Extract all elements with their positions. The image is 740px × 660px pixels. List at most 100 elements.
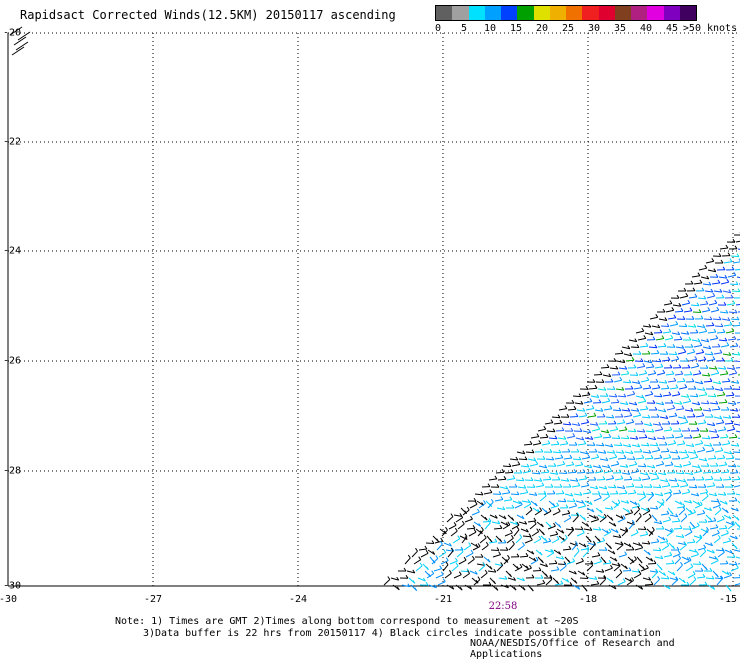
- wind-barb: [597, 480, 605, 481]
- wind-barb-flag: [441, 538, 443, 541]
- wind-barb: [603, 496, 610, 501]
- wind-barb: [677, 444, 685, 445]
- wind-barb-flag: [530, 441, 532, 444]
- wind-barb: [605, 568, 613, 571]
- y-axis-label: -24: [3, 246, 21, 257]
- wind-barb-flag: [543, 580, 545, 583]
- wind-barb-flag: [727, 342, 729, 345]
- wind-barb: [671, 486, 679, 487]
- wind-barb: [679, 387, 687, 389]
- wind-barb: [625, 513, 633, 515]
- wind-barb: [414, 560, 421, 564]
- wind-barb: [681, 517, 687, 523]
- wind-barb-flag: [446, 562, 448, 565]
- wind-barb-flag: [664, 343, 666, 346]
- wind-barb: [652, 450, 660, 452]
- wind-barb: [705, 354, 713, 355]
- wind-barb: [603, 437, 611, 438]
- wind-barb-flag: [685, 384, 687, 387]
- wind-barb-flag: [729, 538, 731, 541]
- wind-barbs: [10, 27, 740, 591]
- wind-barb-flag: [575, 503, 577, 506]
- wind-barb: [439, 553, 446, 557]
- wind-barb-flag: [577, 548, 579, 551]
- wind-barb: [712, 283, 720, 284]
- wind-barb: [613, 410, 621, 411]
- wind-barb-flag: [501, 497, 503, 500]
- wind-barb-flag: [539, 568, 541, 571]
- map-grid: [8, 33, 740, 586]
- wind-barb: [734, 485, 740, 487]
- wind-barb-flag: [723, 455, 725, 458]
- wind-barb: [543, 479, 551, 480]
- wind-barb-flag: [561, 581, 563, 584]
- wind-barb: [655, 429, 663, 431]
- wind-barb: [702, 375, 710, 376]
- wind-barb: [550, 534, 558, 536]
- wind-barb: [707, 486, 715, 487]
- wind-barb-flag: [530, 537, 532, 540]
- wind-barb-flag: [700, 280, 702, 283]
- wind-barb-flag: [723, 392, 725, 395]
- wind-barb: [719, 465, 727, 466]
- wind-barb: [566, 465, 574, 466]
- wind-barb-flag: [604, 514, 606, 517]
- wind-barb: [669, 354, 677, 355]
- wind-barb-flag: [729, 477, 731, 480]
- wind-barb-flag: [696, 454, 698, 457]
- wind-barb: [714, 538, 720, 543]
- wind-barb: [648, 495, 654, 501]
- wind-barb: [664, 304, 672, 306]
- wind-barb-flag: [642, 328, 644, 331]
- wind-barb-flag: [678, 518, 680, 521]
- wind-barb-flag: [718, 280, 720, 283]
- wind-barb-flag: [702, 349, 704, 352]
- wind-barb-flag: [465, 534, 467, 537]
- wind-barb-flag: [608, 398, 610, 401]
- wind-barb-flag: [617, 399, 619, 402]
- wind-barb-flag: [557, 441, 559, 444]
- wind-barb: [668, 443, 676, 445]
- wind-barb: [468, 559, 474, 564]
- wind-barb: [699, 331, 707, 333]
- note-line-2: 3)Data buffer is 22 hrs from 20150117 4)…: [115, 628, 661, 639]
- wind-barb: [654, 579, 660, 585]
- wind-barb: [720, 374, 728, 375]
- wind-barb-flag: [642, 455, 644, 458]
- wind-barb: [717, 332, 725, 333]
- wind-barb: [734, 424, 740, 426]
- wind-barb: [698, 298, 706, 299]
- wind-barb: [666, 563, 674, 564]
- wind-barb: [575, 465, 583, 466]
- wind-barb: [489, 542, 497, 543]
- wind-barb-flag: [443, 579, 445, 582]
- wind-barb-flag: [645, 370, 647, 373]
- wind-barb: [736, 557, 740, 559]
- wind-barb: [631, 347, 639, 348]
- wind-barb: [700, 304, 708, 305]
- wind-barb-flag: [408, 555, 410, 558]
- wind-barb: [405, 558, 410, 564]
- wind-barb-flag: [600, 434, 602, 437]
- wind-barb: [700, 551, 706, 557]
- wind-barb-flag: [584, 503, 586, 506]
- wind-barb: [470, 504, 477, 508]
- wind-barb: [732, 479, 740, 480]
- wind-barb-flag: [654, 370, 656, 373]
- wind-barb: [670, 388, 678, 389]
- wind-barb: [721, 345, 729, 347]
- x-axis-label: -21: [434, 594, 452, 605]
- wind-barb: [711, 310, 719, 312]
- wind-barb: [641, 568, 648, 571]
- wind-barb: [707, 360, 715, 362]
- wind-barb-flag: [569, 515, 571, 518]
- wind-barb: [543, 541, 551, 543]
- wind-barb: [691, 555, 699, 558]
- wind-barb: [704, 319, 712, 320]
- wind-barb: [596, 445, 604, 446]
- wind-barb-flag: [712, 258, 714, 261]
- wind-barb: [573, 516, 578, 522]
- wind-barb: [626, 487, 634, 488]
- wind-barb: [505, 472, 513, 473]
- wind-barb: [636, 516, 641, 522]
